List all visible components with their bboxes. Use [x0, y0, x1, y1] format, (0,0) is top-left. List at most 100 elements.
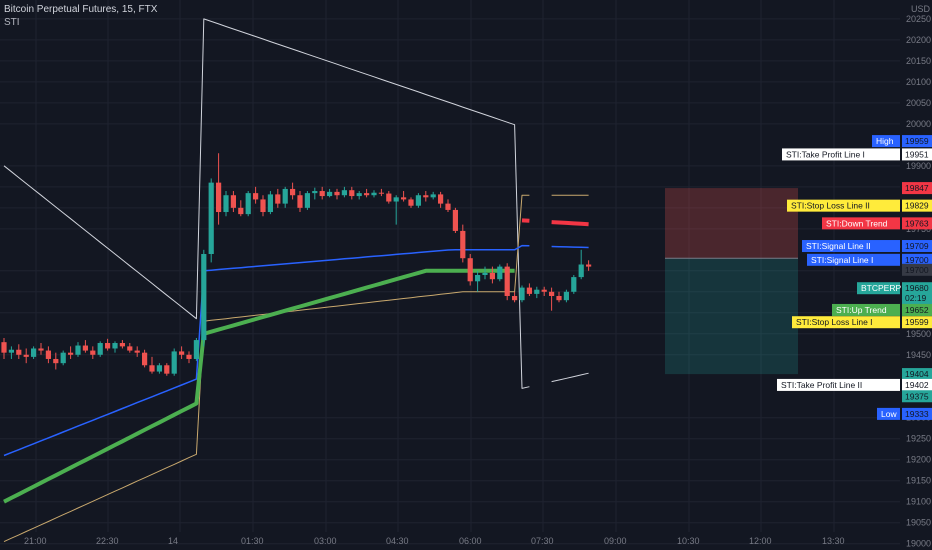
candle-body: [275, 194, 281, 204]
candle-body: [297, 195, 303, 208]
price-name-box: [877, 407, 900, 420]
candle-body: [127, 346, 133, 351]
price-name-label: STI:Signal Line I: [811, 255, 873, 265]
time-axis[interactable]: 21:00 22:30 14 01:30 03:00 04:30 06:00 07:30 09:…: [24, 536, 845, 546]
price-name-box: [832, 303, 900, 316]
price-value-label: 19959: [905, 136, 929, 146]
indicator-name[interactable]: STI: [4, 17, 20, 28]
candle-body: [119, 343, 125, 347]
price-name-label: STI:Stop Loss Line II: [791, 201, 870, 211]
price-name-label: STI:Take Profit Line II: [781, 380, 862, 390]
candle-body: [504, 266, 510, 296]
candle-body: [460, 230, 466, 259]
price-name-label: STI:Stop Loss Line I: [796, 317, 873, 327]
candle-body: [586, 264, 592, 267]
price-value-box: [902, 263, 932, 276]
candle-body: [112, 343, 118, 349]
candle-body: [556, 295, 562, 301]
candle-body: [82, 345, 88, 351]
price-value-box: [902, 282, 932, 295]
x-tick-label: 03:00: [314, 536, 337, 546]
y-tick-label: 20150: [906, 56, 931, 66]
candle-body: [223, 195, 229, 213]
price-value-box: [902, 316, 932, 329]
price-value-label: 19680: [905, 283, 929, 293]
candle-body: [105, 343, 111, 349]
candle-body: [475, 275, 481, 282]
candle-body: [45, 350, 51, 359]
price-value-label: 19599: [905, 317, 929, 327]
candle-body: [430, 194, 436, 198]
price-name-box: [792, 316, 900, 329]
candle-body: [519, 287, 525, 301]
candle-body: [356, 193, 362, 197]
y-tick-label: 19050: [906, 518, 931, 528]
candle-body: [319, 191, 325, 197]
candle-body: [445, 203, 451, 210]
price-name-label: STI:Take Profit Line I: [786, 149, 865, 159]
y-tick-label: 20100: [906, 77, 931, 87]
candle-body: [408, 199, 414, 206]
price-value-box: [902, 292, 932, 305]
price-name-box: [782, 148, 900, 161]
price-name-label: Low: [881, 409, 897, 419]
candle-body: [304, 193, 310, 208]
price-name-label: High: [876, 136, 894, 146]
y-tick-label: 20200: [906, 35, 931, 45]
price-value-box: [902, 135, 932, 148]
price-value-label: 19709: [905, 241, 929, 251]
candle-body: [349, 190, 355, 197]
price-value-label: 19951: [905, 149, 929, 159]
candle-body: [423, 195, 429, 198]
x-tick-label: 04:30: [386, 536, 409, 546]
price-value-box: [902, 253, 932, 266]
candle-body: [364, 193, 370, 196]
x-tick-label: 22:30: [96, 536, 119, 546]
candle-body: [563, 291, 569, 301]
candle-body: [208, 182, 214, 255]
y-tick-label: 19900: [906, 161, 931, 171]
position-zones: [665, 188, 798, 375]
y-tick-label: 19500: [906, 329, 931, 339]
stop-line-down: [521, 218, 589, 227]
currency-label: USD: [910, 4, 930, 14]
candle-body: [1, 342, 7, 353]
candle-body: [371, 192, 377, 196]
candle-body: [164, 365, 170, 374]
price-value-label: 19700: [905, 265, 929, 275]
stop-line-up: [3, 268, 515, 504]
price-value-box: [902, 407, 932, 420]
y-tick-label: 19450: [906, 350, 931, 360]
y-tick-label: 20050: [906, 98, 931, 108]
price-value-box: [902, 148, 932, 161]
symbol-title[interactable]: Bitcoin Perpetual Futures, 15, FTX: [4, 4, 158, 15]
price-value-box: [902, 303, 932, 316]
candle-body: [171, 351, 177, 374]
candle-body: [452, 209, 458, 231]
candle-body: [31, 348, 37, 357]
price-name-label: BTCPERP: [861, 283, 901, 293]
price-value-label: 19333: [905, 409, 929, 419]
x-tick-label: 10:30: [677, 536, 700, 546]
candle-body: [260, 199, 266, 213]
candle-body: [401, 197, 407, 200]
candle-body: [341, 190, 347, 196]
candle-body: [415, 195, 421, 206]
y-tick-label: 20000: [906, 119, 931, 129]
price-value-box: [902, 217, 932, 230]
candle-body: [193, 340, 199, 359]
candle-body: [526, 287, 532, 294]
price-value-box: [902, 378, 932, 391]
price-name-box: [807, 253, 900, 266]
indicator-lines: [3, 18, 589, 543]
candle-body: [60, 352, 66, 364]
candle-body: [549, 291, 555, 296]
profit-zone: [665, 258, 798, 375]
candle-body: [8, 349, 14, 353]
price-value-box: [902, 182, 932, 195]
candle-body: [23, 354, 29, 357]
price-value-label: 19847: [905, 183, 929, 193]
price-name-box: [802, 240, 900, 253]
candle-body: [238, 207, 244, 215]
